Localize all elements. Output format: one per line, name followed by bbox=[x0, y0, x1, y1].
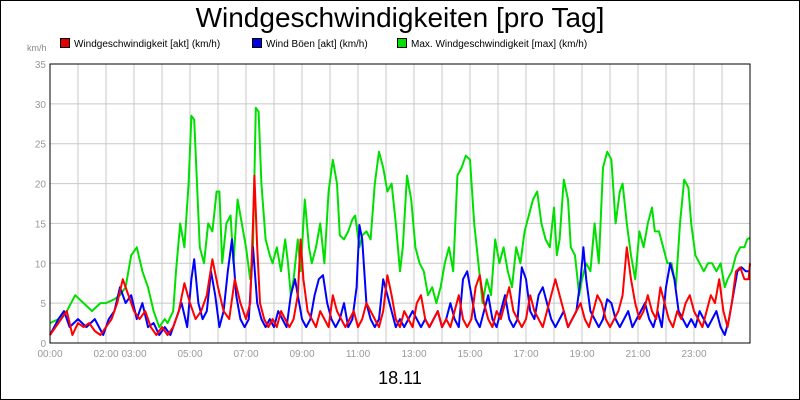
series-line-0 bbox=[49, 106, 751, 329]
x-tick-label-2100: 21:00 bbox=[625, 349, 650, 360]
y-tick-label-5: 5 bbox=[40, 299, 46, 310]
legend-swatch-green bbox=[397, 38, 407, 48]
legend-swatch-blue bbox=[252, 38, 262, 48]
y-tick-label-10: 10 bbox=[35, 259, 47, 270]
x-axis-date-label: 18.11 bbox=[378, 368, 422, 388]
x-tick-label-0000: 00:00 bbox=[37, 349, 62, 360]
x-tick-label-1700: 17:00 bbox=[513, 349, 538, 360]
series-line-1 bbox=[49, 224, 750, 336]
y-unit-label: km/h bbox=[27, 43, 47, 53]
x-tick-label-1500: 15:00 bbox=[457, 349, 482, 360]
y-tick-label-0: 0 bbox=[40, 339, 46, 350]
y-tick-label-35: 35 bbox=[35, 60, 47, 71]
y-tick-label-25: 25 bbox=[35, 140, 47, 151]
x-tick-label-1900: 19:00 bbox=[569, 349, 594, 360]
legend-item-boeen: Wind Böen [akt] (km/h) bbox=[252, 38, 368, 50]
plot-area bbox=[50, 64, 750, 343]
x-tick-label-1100: 11:00 bbox=[346, 349, 371, 360]
y-tick-label-20: 20 bbox=[35, 180, 47, 191]
x-tick-label-0700: 07:00 bbox=[233, 349, 258, 360]
legend-label-boeen: Wind Böen [akt] (km/h) bbox=[266, 39, 368, 50]
legend-label-max: Max. Windgeschwindigkeit [max] (km/h) bbox=[411, 39, 588, 50]
x-tick-label-0300: 03:00 bbox=[121, 349, 146, 360]
legend-label-akt: Windgeschwindigkeit [akt] (km/h) bbox=[74, 39, 221, 50]
y-tick-label-30: 30 bbox=[35, 100, 47, 111]
legend-swatch-red bbox=[60, 38, 70, 48]
x-tick-label-0500: 05:00 bbox=[177, 349, 202, 360]
x-tick-label-2300: 23:00 bbox=[681, 349, 706, 360]
legend-item-akt: Windgeschwindigkeit [akt] (km/h) bbox=[60, 38, 220, 50]
series-line-2 bbox=[49, 174, 751, 336]
plot-border bbox=[49, 63, 751, 344]
legend-item-max: Max. Windgeschwindigkeit [max] (km/h) bbox=[397, 38, 587, 50]
x-tick-label-1300: 13:00 bbox=[401, 349, 426, 360]
x-tick-label-0900: 09:00 bbox=[289, 349, 314, 360]
chart-title: Windgeschwindigkeiten [pro Tag] bbox=[195, 2, 605, 33]
y-tick-label-15: 15 bbox=[35, 219, 47, 230]
x-tick-label-0200: 02:00 bbox=[93, 349, 118, 360]
